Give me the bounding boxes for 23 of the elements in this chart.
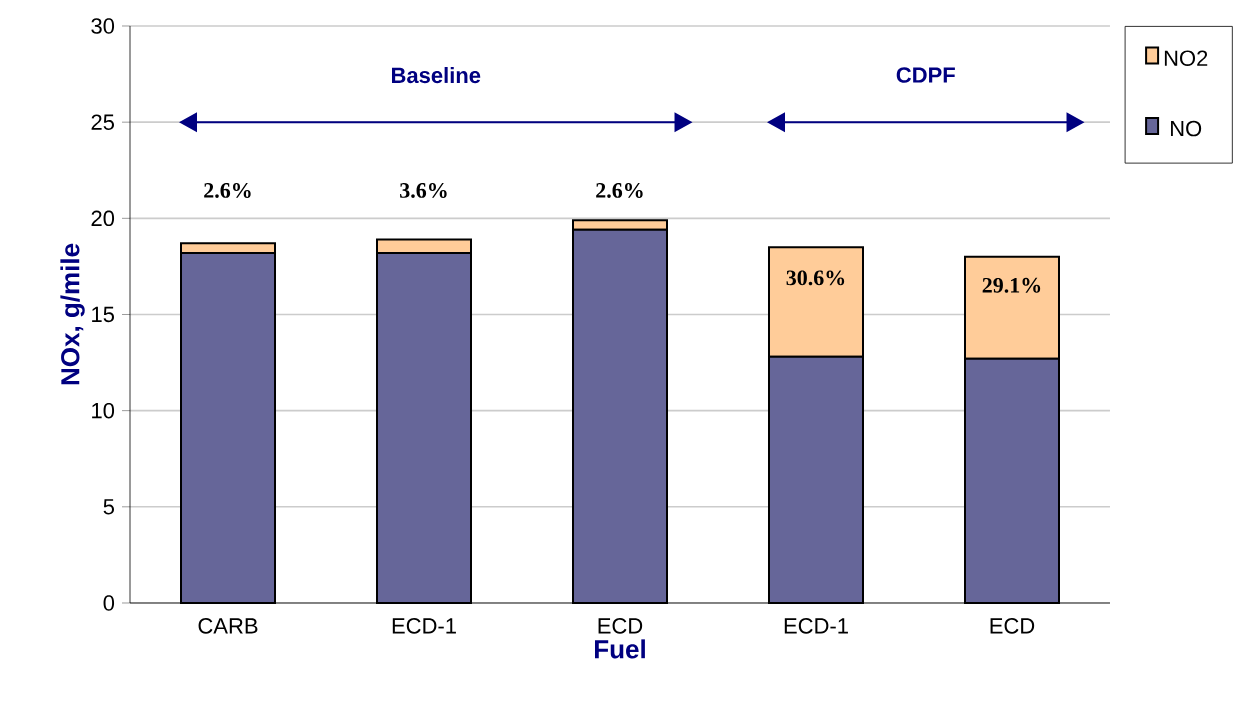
x-tick-label: ECD-1 [784,618,848,634]
annotation: 29.1% [982,277,1041,293]
y-tick-label: 30 [91,18,115,34]
x-tick-label: ECD-1 [392,618,456,634]
legend-label: NO [1171,120,1202,137]
legend-label: NO2 [1164,50,1208,66]
annotation: 2.6% [204,182,251,198]
annotation: Baseline [391,66,481,84]
y-tick-label: 10 [92,402,115,419]
annotation: 3.6% [400,182,447,198]
x-tick-label: ECD [990,618,1035,634]
x-axis-title: Fuel [595,639,645,659]
x-tick-label: ECD [598,618,643,634]
y-tick-label: 0 [103,595,115,611]
annotation: 2.6% [596,182,643,198]
y-tick-label: 20 [91,210,115,227]
annotation: 30.6% [786,270,845,286]
annotation: CDPF [896,67,955,83]
y-tick-label: 25 [91,114,114,130]
y-axis-title: NOx, g/mile [60,243,85,385]
y-tick-label: 5 [103,499,114,515]
y-tick-label: 15 [92,306,114,323]
x-tick-label: CARB [198,618,258,634]
